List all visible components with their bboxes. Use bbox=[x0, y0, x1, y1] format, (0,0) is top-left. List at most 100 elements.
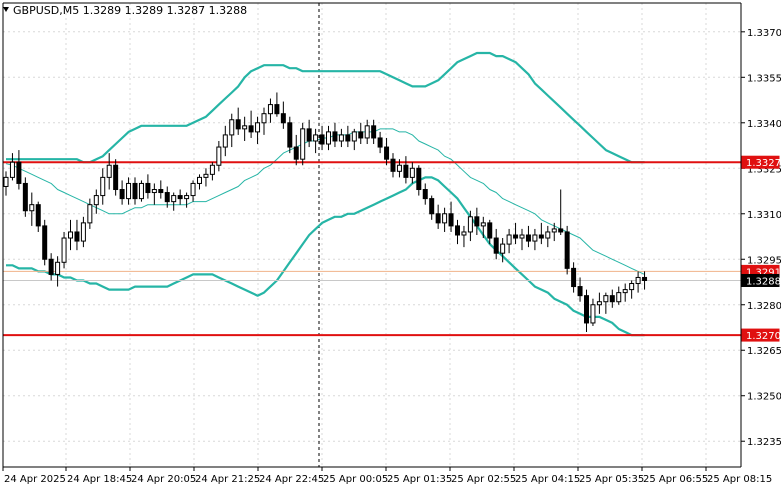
candle-body-down bbox=[564, 231, 570, 269]
candle-body-up bbox=[300, 128, 306, 160]
chart-marker-icon bbox=[3, 7, 9, 12]
level-tag-label: 1.3327 bbox=[746, 158, 781, 169]
candle-body-down bbox=[332, 131, 338, 142]
candle-body-down bbox=[293, 146, 299, 160]
candle-body-down bbox=[164, 192, 170, 203]
candle-body-down bbox=[571, 267, 577, 288]
candle-body-up bbox=[151, 189, 157, 194]
candle-body-up bbox=[545, 231, 551, 239]
candle-body-down bbox=[158, 189, 164, 194]
candle-body-up bbox=[326, 131, 331, 145]
bollinger-bands bbox=[5, 51, 645, 337]
x-tick-label: 25 Apr 01:35 bbox=[387, 474, 452, 485]
candle-body-up bbox=[622, 289, 628, 294]
candle-body-up bbox=[267, 104, 273, 115]
candle-body-up bbox=[442, 213, 448, 224]
candle-body-down bbox=[306, 128, 312, 142]
candle-body-up bbox=[68, 231, 73, 239]
candle-body-up bbox=[461, 231, 467, 236]
candle-body-down bbox=[609, 295, 615, 303]
candle-body-down bbox=[35, 204, 41, 227]
candle-body-up bbox=[351, 131, 357, 142]
candle-body-down bbox=[132, 182, 138, 200]
candle-body-up bbox=[519, 234, 525, 239]
axes bbox=[2, 2, 742, 468]
candle-body-down bbox=[429, 198, 435, 215]
x-tick-label: 24 Apr 22:45 bbox=[259, 474, 324, 485]
candle-body-up bbox=[9, 161, 15, 178]
y-tick-label: 1.3325 bbox=[747, 164, 781, 175]
candle-body-down bbox=[280, 113, 286, 124]
y-tick-label: 1.3355 bbox=[747, 73, 781, 84]
candle-body-up bbox=[500, 243, 506, 254]
candle-body-up bbox=[222, 134, 228, 148]
candle-body-up bbox=[184, 195, 190, 200]
x-tick-label: 25 Apr 06:55 bbox=[643, 474, 708, 485]
candle-body-up bbox=[126, 182, 132, 200]
candle-body-up bbox=[171, 195, 177, 203]
candle-body-down bbox=[584, 295, 589, 324]
candle-body-up bbox=[364, 125, 370, 139]
candle-body-up bbox=[261, 113, 267, 124]
candle-body-down bbox=[448, 213, 454, 227]
candle-body-up bbox=[93, 195, 99, 206]
candle-body-down bbox=[16, 161, 22, 184]
level-tag-box bbox=[741, 328, 780, 342]
candle-body-down bbox=[119, 189, 125, 200]
candle-body-up bbox=[87, 204, 93, 224]
candle-body-up bbox=[596, 301, 602, 306]
candle-body-down bbox=[319, 134, 325, 145]
candle-body-down bbox=[416, 167, 422, 191]
x-tick-label: 24 Apr 21:25 bbox=[195, 474, 260, 485]
candle-body-up bbox=[100, 176, 106, 197]
x-tick-label: 24 Apr 2025 bbox=[4, 474, 66, 485]
candle-body-down bbox=[422, 189, 428, 200]
chart-title-text: GBPUSD,M5 1.3289 1.3289 1.3287 1.3288 bbox=[13, 4, 247, 17]
x-tick-label: 25 Apr 08:15 bbox=[707, 474, 772, 485]
candle-body-down bbox=[513, 234, 519, 239]
candle-body-down bbox=[74, 231, 80, 242]
candle-body-down bbox=[235, 119, 241, 130]
candle-body-up bbox=[506, 234, 512, 245]
y-tick-label: 1.3235 bbox=[747, 437, 781, 448]
x-tick-label: 25 Apr 04:15 bbox=[515, 474, 580, 485]
candle-body-down bbox=[455, 225, 460, 236]
candle-body-up bbox=[203, 173, 209, 178]
y-tick-label: 1.3250 bbox=[747, 392, 781, 403]
candle-body-down bbox=[403, 164, 409, 178]
x-tick-label: 25 Apr 02:55 bbox=[451, 474, 516, 485]
candle-body-up bbox=[590, 304, 596, 324]
candle-body-down bbox=[538, 234, 544, 239]
y-tick-label: 1.3280 bbox=[747, 301, 781, 312]
candle-body-up bbox=[396, 164, 402, 172]
candle-body-up bbox=[532, 234, 538, 242]
candle-body-up bbox=[467, 216, 473, 233]
candle-body-down bbox=[435, 213, 441, 224]
candle-body-down bbox=[358, 131, 364, 139]
grid bbox=[2, 3, 741, 467]
candle-body-up bbox=[629, 283, 635, 291]
current-price-tag-label: 1.3288 bbox=[746, 276, 781, 287]
candle-body-up bbox=[197, 176, 202, 184]
candle-body-down bbox=[390, 158, 396, 172]
candles bbox=[3, 92, 648, 333]
candle-body-up bbox=[138, 182, 144, 200]
candle-body-down bbox=[525, 234, 531, 242]
candle-body-down bbox=[48, 258, 54, 275]
y-axis-ticks: 1.33701.33551.33401.33251.33101.32951.32… bbox=[741, 28, 781, 448]
candle-body-up bbox=[229, 119, 235, 136]
level-tag-box bbox=[741, 155, 780, 169]
candle-body-down bbox=[577, 286, 583, 297]
candle-body-up bbox=[313, 134, 319, 142]
candle-body-up bbox=[216, 146, 222, 166]
candle-body-up bbox=[338, 134, 344, 142]
candle-body-down bbox=[474, 216, 480, 227]
candle-body-up bbox=[635, 276, 641, 285]
x-tick-label: 25 Apr 05:35 bbox=[579, 474, 644, 485]
horizontal-levels bbox=[3, 161, 741, 337]
candle-body-up bbox=[61, 237, 67, 263]
candle-body-down bbox=[42, 225, 48, 260]
